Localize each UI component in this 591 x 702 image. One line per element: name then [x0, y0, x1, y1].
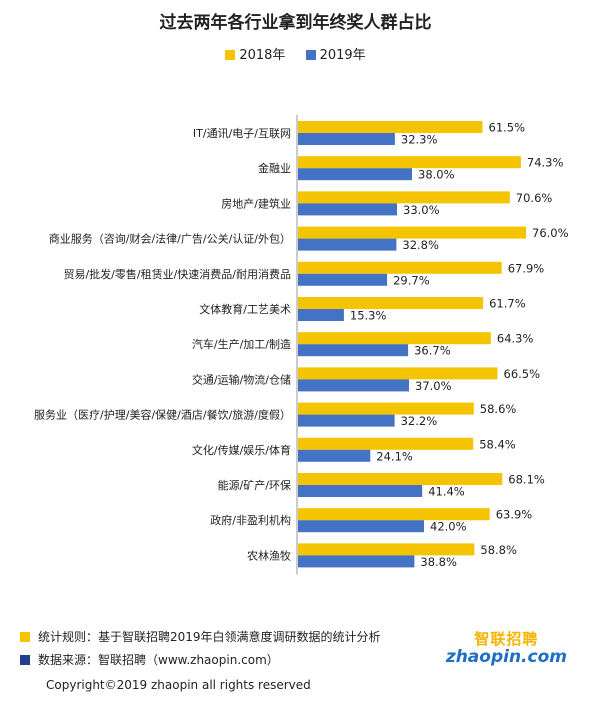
category-label: IT/通讯/电子/互联网 — [193, 127, 291, 140]
category-label: 商业服务（咨询/财会/法律/广告/公关/认证/外包） — [49, 232, 291, 246]
data-label-2019: 32.8% — [402, 238, 439, 252]
data-label-2019: 32.2% — [401, 414, 438, 428]
copyright-text: Copyright©2019 zhaopin all rights reserv… — [46, 678, 311, 692]
data-label-2018: 74.3% — [527, 156, 564, 170]
category-label: 汽车/生产/加工/制造 — [192, 337, 291, 351]
data-label-2019: 36.7% — [414, 344, 451, 358]
data-label-2019: 29.7% — [393, 273, 430, 287]
data-label-2018: 76.0% — [532, 226, 569, 240]
note-rule-text: 统计规则：基于智联招聘2019年白领满意度调研数据的统计分析 — [38, 630, 381, 644]
bar-2018 — [298, 367, 498, 380]
bar-2019 — [298, 203, 397, 216]
bar-2018 — [298, 437, 474, 450]
bar-2019 — [298, 379, 409, 392]
bar-2018 — [298, 261, 502, 274]
bar-2019 — [298, 555, 415, 568]
bar-2018 — [298, 297, 484, 309]
footer-note-rule: 统计规则：基于智联招聘2019年白领满意度调研数据的统计分析 — [20, 628, 580, 645]
legend-label-2018: 2018年 — [239, 48, 286, 63]
logo-text-en: zhaopin.com — [445, 647, 567, 667]
logo-text-cn: 智联招聘 — [474, 630, 539, 648]
data-label-2018: 58.6% — [480, 402, 517, 416]
bar-chart: IT/通讯/电子/互联网 61.5% 32.3% 金融业 74.3% 38.0% 房地产/建… — [34, 115, 569, 575]
category-label: 文体教育/工艺美术 — [199, 302, 291, 316]
category-label: 农林渔牧 — [247, 548, 291, 562]
bar-2018 — [298, 156, 521, 169]
data-label-2018: 70.6% — [516, 191, 553, 205]
legend-swatch-2019 — [305, 50, 316, 60]
legend: 2018年 2019年 — [0, 44, 591, 63]
note-bullet-blue — [20, 655, 30, 665]
data-label-2018: 67.9% — [508, 261, 545, 275]
bar-2019 — [298, 238, 397, 251]
data-label-2019: 42.0% — [430, 520, 467, 534]
category-label: 金融业 — [258, 161, 291, 175]
data-label-2018: 63.9% — [496, 508, 533, 522]
chart-title: 过去两年各行业拿到年终奖人群占比 — [159, 13, 432, 33]
bar-2018 — [298, 191, 510, 204]
data-label-2018: 64.3% — [497, 332, 534, 346]
data-label-2018: 61.7% — [489, 297, 526, 311]
data-label-2019: 24.1% — [376, 449, 413, 463]
category-label: 文化/传媒/娱乐/体育 — [192, 443, 291, 457]
bar-2019 — [298, 485, 423, 497]
zhaopin-logo: 智联招聘 zhaopin.com — [446, 628, 567, 667]
bar-2018 — [298, 121, 483, 133]
data-label-2018: 68.1% — [508, 473, 545, 487]
bar-2019 — [298, 133, 395, 145]
bar-2018 — [298, 332, 491, 345]
bar-2019 — [298, 414, 395, 427]
data-label-2018: 61.5% — [489, 121, 526, 135]
data-label-2019: 33.0% — [403, 203, 440, 217]
data-label-2019: 32.3% — [401, 133, 438, 147]
bar-2018 — [298, 508, 490, 521]
data-label-2019: 38.0% — [418, 168, 455, 182]
footer-notes: 统计规则：基于智联招聘2019年白领满意度调研数据的统计分析 数据来源：智联招聘… — [20, 628, 580, 674]
data-label-2018: 66.5% — [504, 367, 541, 381]
note-source-text: 数据来源：智联招聘（www.zhaopin.com） — [38, 653, 279, 667]
category-label: 贸易/批发/零售/租赁业/快速消费品/耐用消费品 — [63, 267, 291, 281]
bar-2019 — [298, 344, 409, 357]
data-label-2018: 58.4% — [479, 437, 516, 451]
data-label-2019: 38.8% — [420, 555, 457, 569]
category-label: 政府/非盈利机构 — [210, 513, 291, 527]
bar-2018 — [298, 473, 503, 485]
note-bullet-yellow — [20, 632, 30, 642]
bar-2018 — [298, 226, 526, 239]
legend-item-2018: 2018年 — [225, 44, 285, 63]
data-label-2018: 58.8% — [480, 543, 517, 557]
bar-2019 — [298, 309, 344, 321]
bar-2019 — [298, 273, 388, 286]
footer-note-source: 数据来源：智联招聘（www.zhaopin.com） — [20, 651, 580, 668]
bar-2019 — [298, 520, 424, 533]
data-label-2019: 15.3% — [350, 309, 387, 323]
category-label: 能源/矿产/环保 — [218, 478, 291, 492]
bar-2019 — [298, 449, 371, 462]
data-label-2019: 41.4% — [428, 485, 465, 499]
category-label: 房地产/建筑业 — [221, 196, 291, 210]
bar-2018 — [298, 402, 474, 415]
bar-2019 — [298, 168, 412, 181]
data-label-2019: 37.0% — [415, 379, 452, 393]
bar-2018 — [298, 543, 475, 556]
legend-swatch-2018 — [225, 50, 236, 60]
legend-label-2019: 2019年 — [319, 48, 366, 63]
category-label: 交通/运输/物流/仓储 — [192, 372, 291, 386]
legend-item-2019: 2019年 — [305, 44, 366, 63]
category-label: 服务业（医疗/护理/美容/保健/酒店/餐饮/旅游/度假） — [34, 408, 291, 422]
